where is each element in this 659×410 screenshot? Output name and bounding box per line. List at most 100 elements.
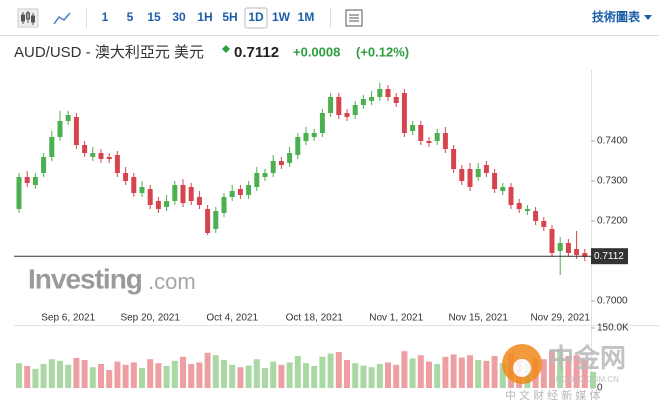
- volume-bar: [270, 361, 277, 388]
- candle-body: [90, 153, 96, 157]
- candle-body: [574, 249, 580, 255]
- volume-bar: [212, 355, 219, 388]
- interval-button[interactable]: 1: [102, 10, 109, 24]
- interval-button[interactable]: 30: [172, 10, 186, 24]
- candle-body: [287, 153, 293, 163]
- candle-body: [328, 97, 334, 113]
- site-name: 中金网: [548, 343, 626, 373]
- candle-body: [385, 89, 391, 97]
- volume-bar: [98, 364, 104, 388]
- volume-bar: [475, 360, 482, 388]
- volume-bar: [499, 363, 506, 388]
- candle-body: [582, 253, 588, 257]
- candle-body: [508, 187, 514, 205]
- volume-bar: [483, 360, 490, 388]
- candle-body: [352, 105, 358, 115]
- candle-body: [459, 169, 465, 181]
- volume-bar: [303, 363, 309, 388]
- candle-body: [237, 189, 243, 195]
- brand-watermark-suffix: .com: [148, 269, 196, 294]
- candle-body: [549, 229, 555, 253]
- interval-button[interactable]: 1H: [197, 10, 212, 24]
- volume-bar: [327, 353, 334, 388]
- candle-body: [393, 97, 399, 103]
- y-tick-label: 0.7200: [597, 216, 628, 227]
- volume-bar: [237, 367, 244, 388]
- volume-bar: [385, 362, 391, 388]
- candle-body: [229, 191, 235, 197]
- volume-bar: [221, 360, 227, 388]
- candle-body: [377, 89, 383, 97]
- x-tick-label: Nov 1, 2021: [369, 313, 423, 324]
- volume-bar: [16, 363, 22, 388]
- volume-bar: [122, 364, 129, 388]
- volume-bar: [57, 360, 63, 388]
- volume-bar: [319, 356, 326, 388]
- candle-body: [270, 161, 276, 173]
- candle-body: [451, 149, 457, 169]
- candle-body: [180, 185, 186, 203]
- candle-body: [541, 221, 547, 227]
- interval-button[interactable]: 1M: [298, 10, 315, 24]
- volume-bar: [368, 367, 375, 388]
- last-price: 0.7112: [234, 44, 279, 61]
- interval-button[interactable]: 5: [127, 10, 134, 24]
- candle-body: [41, 157, 47, 173]
- volume-bar: [434, 364, 441, 388]
- volume-bar: [458, 357, 465, 388]
- volume-bar: [352, 363, 359, 388]
- x-tick-label: Oct 18, 2021: [286, 313, 344, 324]
- volume-bar: [409, 358, 416, 388]
- candle-icon[interactable]: [17, 8, 39, 28]
- site-watermark: 中金网 CNGOLD.COM.CN 中 文 财 经 新 媒 体: [502, 343, 626, 402]
- line-icon[interactable]: [53, 12, 71, 25]
- candle-body: [213, 211, 219, 229]
- candle-body: [492, 173, 498, 189]
- candle-body: [172, 185, 178, 201]
- tech-chart-menu[interactable]: 技術圖表: [592, 9, 641, 24]
- interval-button[interactable]: 15: [147, 10, 161, 24]
- volume-bar: [442, 356, 449, 388]
- volume-bar: [171, 360, 178, 388]
- candle-body: [131, 177, 137, 193]
- candle-body: [114, 155, 120, 173]
- candle-body: [73, 117, 79, 145]
- volume-bar: [286, 362, 293, 388]
- volume-bar: [163, 366, 170, 388]
- volume-bar: [565, 356, 572, 388]
- candle-body: [467, 169, 473, 187]
- volume-bar: [467, 355, 473, 388]
- candle-body: [516, 203, 522, 209]
- candle-body: [483, 165, 489, 173]
- brand-watermark: Investing: [28, 263, 142, 294]
- volume-bar: [426, 361, 432, 388]
- interval-button[interactable]: 1D: [248, 10, 264, 24]
- candle-body: [147, 189, 153, 205]
- candle-body: [369, 97, 375, 101]
- candle-body: [24, 177, 30, 183]
- indicator-icon[interactable]: [345, 9, 363, 27]
- volume-bar: [229, 364, 236, 388]
- candle-body: [196, 197, 202, 205]
- interval-button[interactable]: 5H: [222, 10, 237, 24]
- volume-bar: [573, 355, 580, 388]
- volume-bar: [204, 352, 211, 388]
- candle-body: [533, 211, 539, 221]
- dropdown-arrow: [644, 15, 652, 20]
- candle-body: [188, 187, 194, 201]
- site-slogan: 中 文 财 经 新 媒 体: [505, 388, 600, 402]
- candle-body: [442, 133, 448, 149]
- candle-body: [82, 145, 88, 153]
- candle-body: [155, 201, 161, 209]
- volume-bar: [155, 363, 162, 388]
- candle-body: [557, 243, 563, 251]
- volume-bar: [278, 364, 285, 388]
- volume-bar: [130, 362, 137, 388]
- interval-button[interactable]: 1W: [272, 10, 291, 24]
- volume-bar: [311, 366, 318, 388]
- volume-bar: [376, 364, 383, 388]
- candle-body: [311, 133, 317, 137]
- candle-body: [500, 187, 506, 191]
- y-tick-label: 0.7400: [597, 136, 628, 147]
